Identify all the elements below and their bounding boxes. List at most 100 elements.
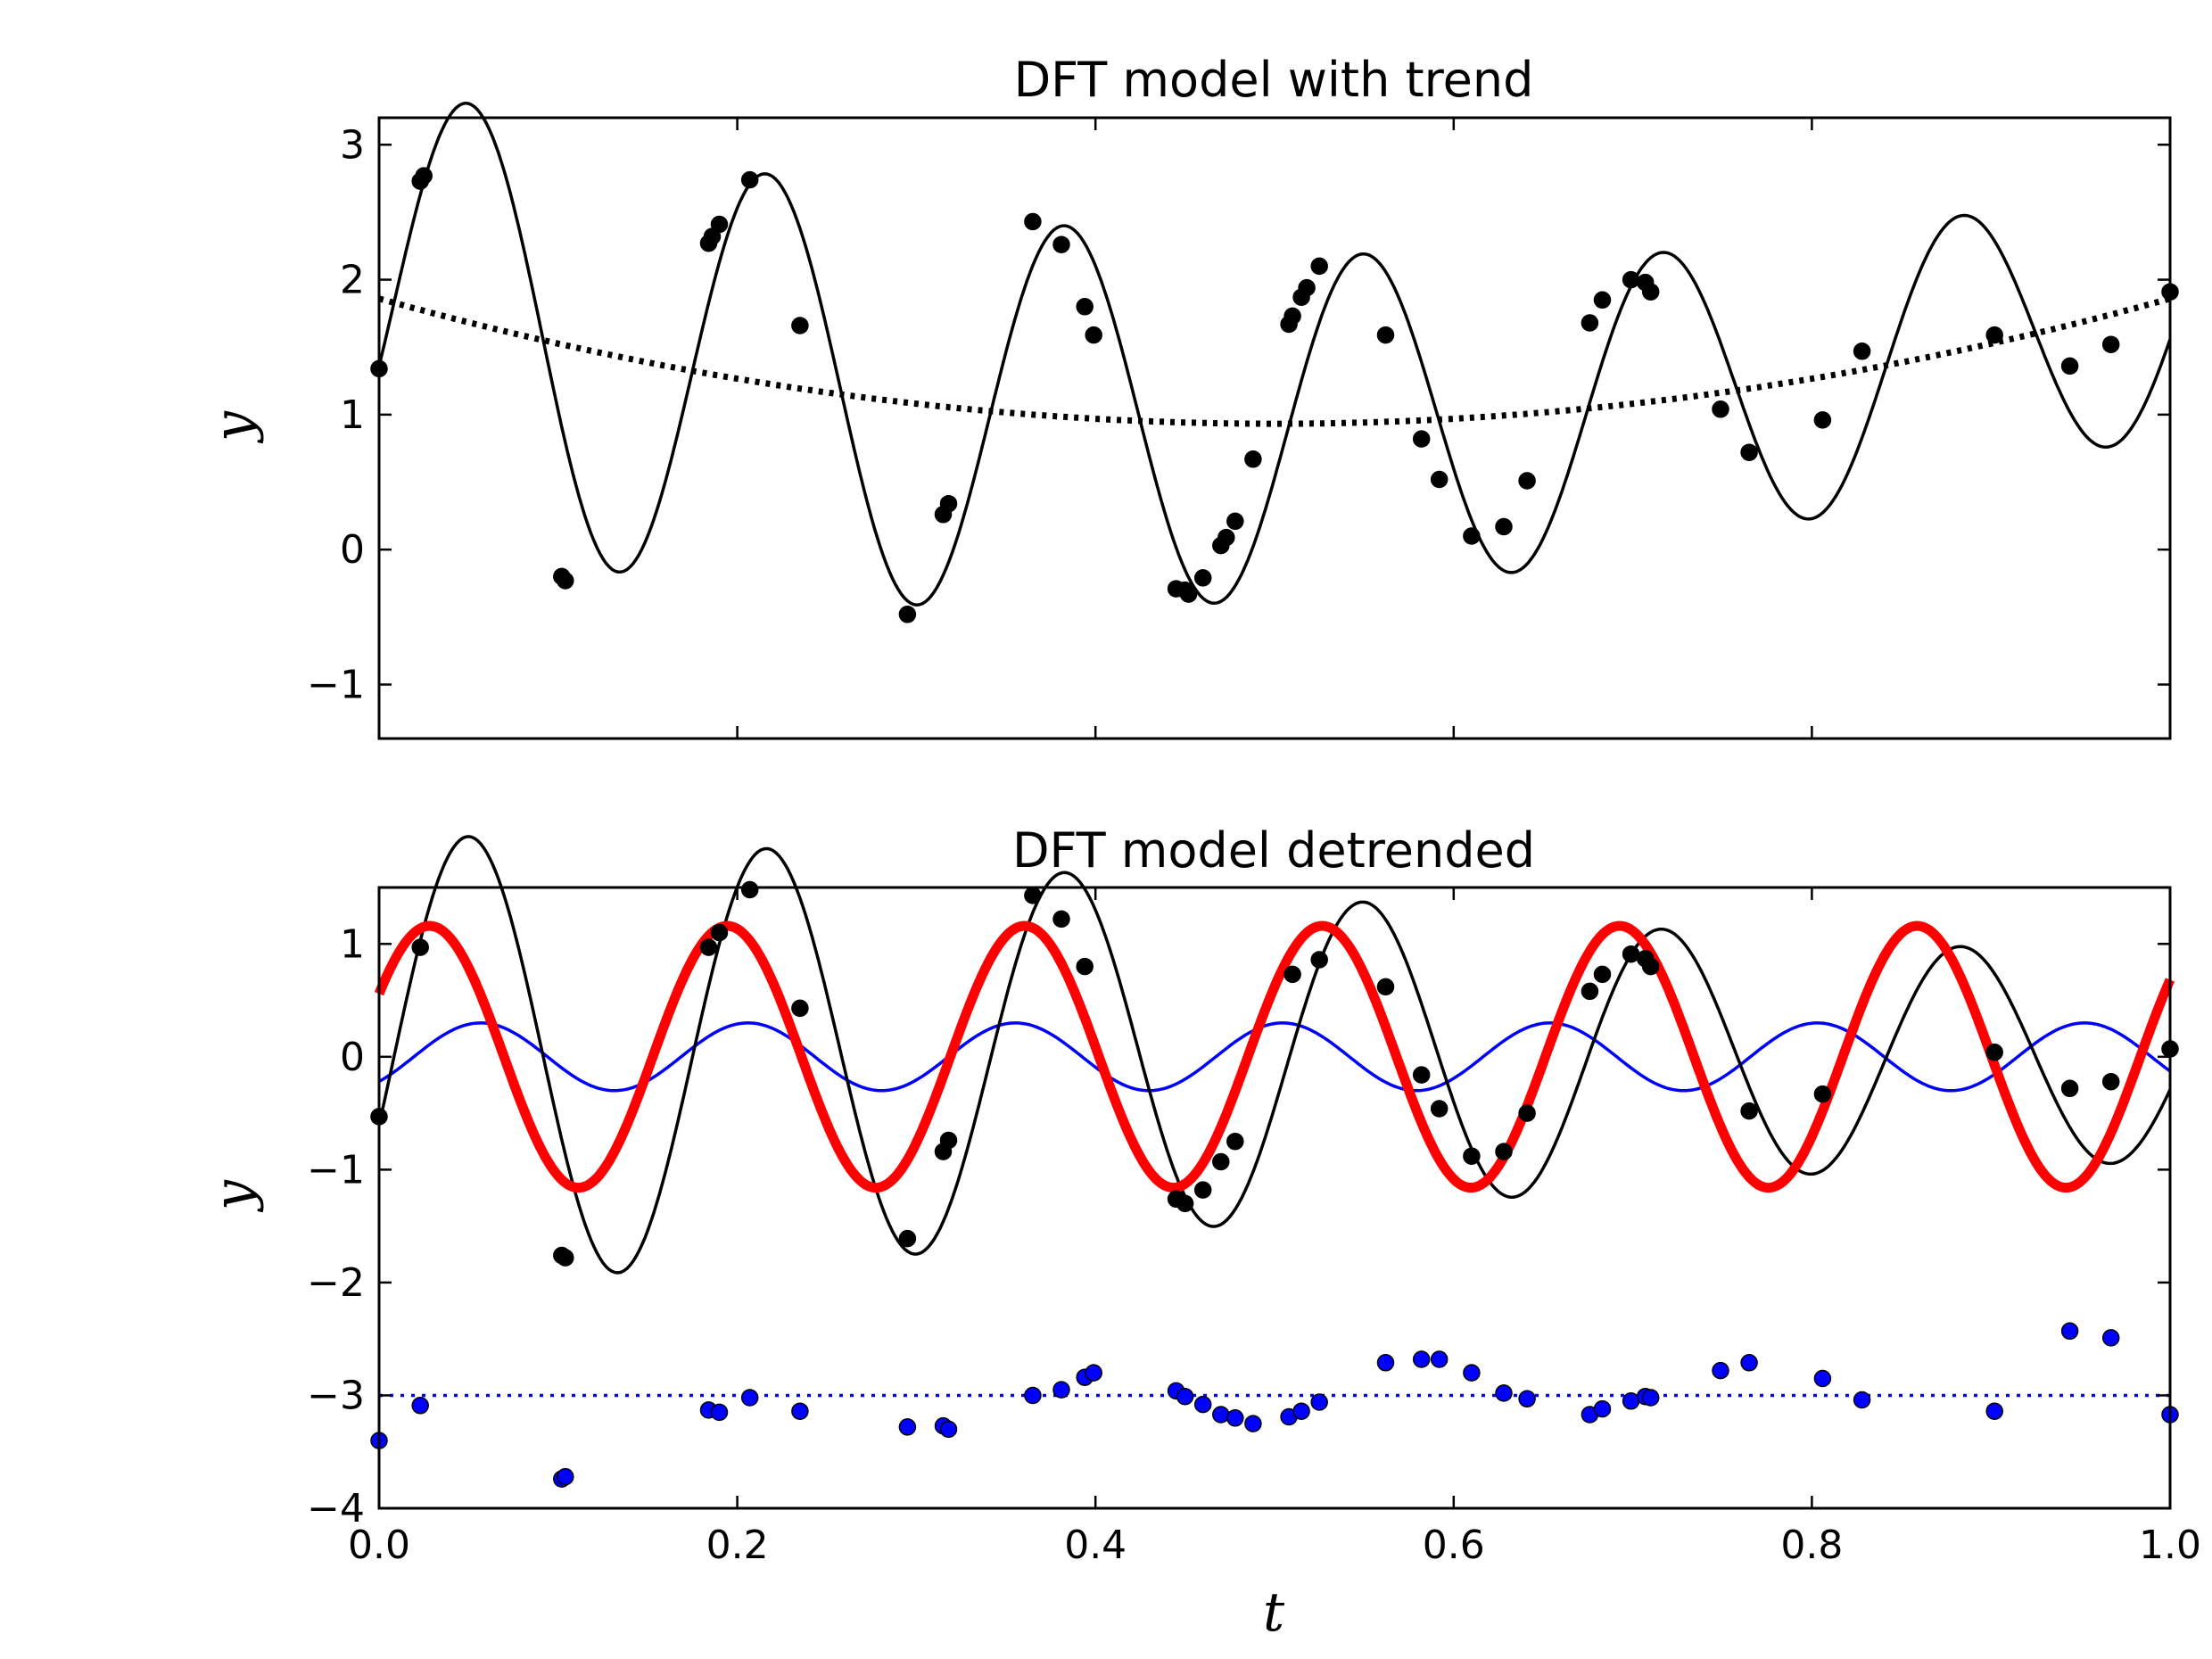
lines-bottom — [374, 835, 2175, 1398]
detrended-point — [1310, 951, 1328, 969]
dft-detrended-line — [377, 835, 2172, 1275]
bottom-ytick-label: −4 — [307, 1486, 365, 1531]
observation-point — [1217, 528, 1235, 547]
detrended-point — [1740, 1102, 1758, 1120]
detrended-point — [710, 923, 729, 942]
panel-dft-with-trend: DFT model with trend y 3 2 1 0 −1 — [202, 52, 2179, 740]
detrended-point — [898, 1229, 917, 1248]
detrended-point — [1212, 1152, 1230, 1171]
detrended-point — [1076, 957, 1094, 976]
residual-point — [1518, 1390, 1536, 1408]
plot-frame-bottom — [377, 886, 2172, 1510]
detrended-point — [1226, 1132, 1244, 1151]
y-ticks-top: 3 2 1 0 −1 — [307, 122, 2170, 707]
x-ticks-top — [377, 118, 2172, 739]
observation-point — [1853, 343, 1871, 360]
detrended-point — [1813, 1085, 1832, 1103]
detrended-point — [1495, 1143, 1513, 1160]
residual-point — [740, 1389, 759, 1407]
observation-point — [898, 606, 917, 623]
panel-dft-detrended: DFT model detrended y t 10−1−2−3−4 0.0 0.… — [202, 822, 2201, 1644]
observation-point — [1024, 212, 1042, 231]
observation-point — [740, 170, 759, 189]
observation-point — [1412, 430, 1431, 448]
bottom-xtick-label: 0.4 — [1064, 1523, 1127, 1568]
bottom-ytick-label: −2 — [307, 1260, 365, 1306]
pure-sinusoid-line — [374, 920, 2175, 1193]
detrended-point — [1430, 1100, 1449, 1118]
bottom-xtick-label: 0.2 — [706, 1523, 769, 1568]
detrended-point — [1052, 910, 1070, 929]
top-ytick-label: 3 — [340, 122, 365, 168]
observation-point — [1813, 411, 1832, 429]
residual-point — [557, 1467, 574, 1486]
bottom-xtick-label: 0.0 — [348, 1523, 410, 1568]
top-ytick-label: 0 — [340, 527, 365, 573]
panel-title-top: DFT model with trend — [1014, 52, 1534, 108]
bottom-ytick-label: −3 — [307, 1373, 365, 1418]
observation-point — [1622, 270, 1640, 289]
residual-point — [1622, 1392, 1640, 1410]
observation-point — [1283, 307, 1301, 326]
bottom-ytick-label: −1 — [307, 1147, 365, 1193]
bottom-xtick-label: 1.0 — [2139, 1523, 2201, 1568]
bottom-ytick-label: 1 — [340, 921, 365, 967]
residual-point — [1085, 1364, 1102, 1382]
observation-point — [1712, 400, 1729, 418]
observation-point — [1641, 283, 1660, 301]
residual-point — [1463, 1364, 1481, 1382]
observation-point — [1179, 585, 1198, 603]
residual-point — [710, 1403, 729, 1422]
panel-title-bottom: DFT model detrended — [1012, 822, 1535, 879]
detrended-point — [740, 880, 759, 899]
residual-point — [1495, 1384, 1513, 1402]
observation-point — [1593, 291, 1612, 310]
residual-point — [2101, 1329, 2120, 1347]
residual-point — [939, 1420, 958, 1439]
residual-point — [1244, 1415, 1262, 1432]
residual-point — [1641, 1389, 1660, 1407]
detrended-point — [1518, 1104, 1536, 1122]
residual-point — [1813, 1369, 1832, 1388]
observation-point — [791, 317, 809, 334]
detrended-point — [1176, 1194, 1194, 1213]
residual-point — [1430, 1350, 1449, 1368]
observation-point — [557, 572, 574, 590]
y-ticks-bottom: 1 0 −1 −2 −3 −4 — [307, 921, 2170, 1531]
detrended-point — [1463, 1147, 1481, 1165]
y-axis-label-bottom: y — [202, 1179, 265, 1213]
residual-point — [1226, 1409, 1244, 1427]
detrended-point — [1622, 945, 1640, 963]
observation-point — [1244, 450, 1262, 468]
observation-point — [1740, 443, 1758, 461]
residual-point — [1376, 1354, 1395, 1372]
detrended-point — [1581, 982, 1599, 1001]
detrended-point — [699, 938, 718, 956]
secondary-sinusoid-line — [378, 1021, 2172, 1093]
residual-point — [1593, 1399, 1612, 1418]
residual-point — [1412, 1350, 1431, 1368]
detrended-point — [939, 1131, 958, 1150]
residual-point — [1193, 1395, 1212, 1414]
detrended-point — [1412, 1066, 1431, 1084]
detrended-point — [411, 938, 429, 956]
observation-point — [1226, 512, 1244, 531]
detrended-point — [1985, 1044, 2003, 1061]
detrended-point — [1193, 1181, 1212, 1199]
bottom-ytick-label: 0 — [340, 1035, 365, 1080]
residual-point — [1052, 1381, 1070, 1399]
lines-top — [377, 101, 2172, 607]
residual-point — [1853, 1391, 1871, 1409]
bottom-xtick-label: 0.8 — [1780, 1523, 1843, 1568]
residual-point — [1712, 1361, 1729, 1380]
residual-point — [411, 1397, 429, 1415]
detrended-point — [1024, 887, 1042, 904]
observation-point — [1463, 527, 1481, 545]
residual-point — [1740, 1354, 1758, 1372]
detrended-point — [1641, 957, 1660, 976]
plot-frame-top — [377, 116, 2172, 740]
detrended-point — [1376, 978, 1395, 996]
observation-point — [2060, 357, 2079, 376]
